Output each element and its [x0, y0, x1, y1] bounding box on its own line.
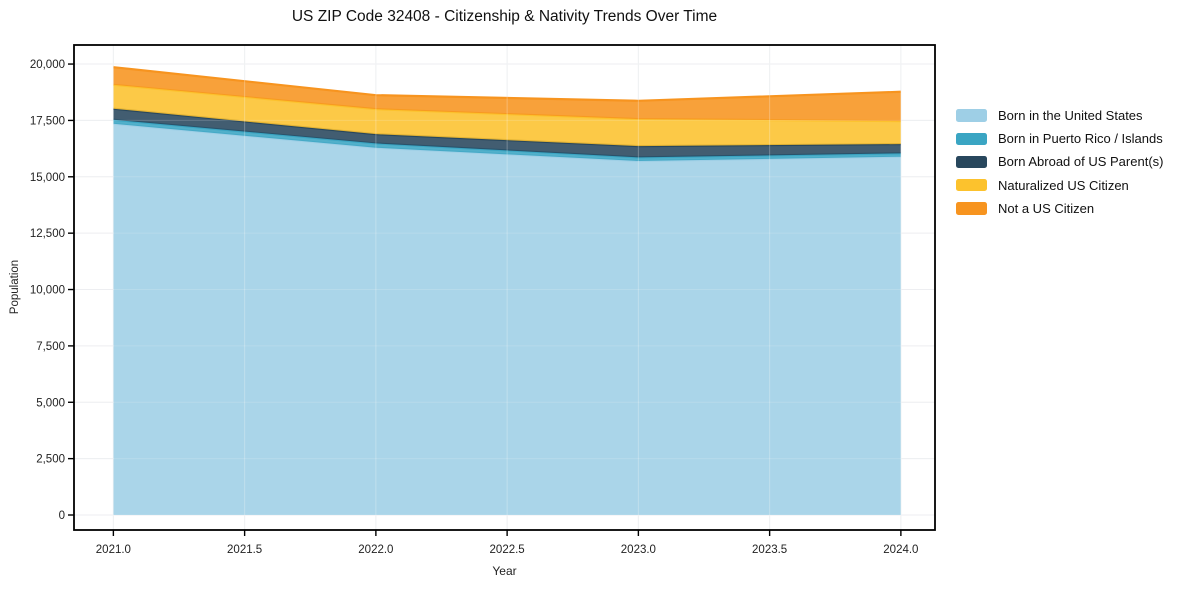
legend-swatch-icon [956, 178, 987, 192]
x-tick-label: 2024.0 [883, 544, 918, 556]
legend-swatch-icon [956, 155, 987, 169]
chart-title: US ZIP Code 32408 - Citizenship & Nativi… [291, 8, 718, 25]
x-tick-label: 2023.0 [621, 544, 656, 556]
y-tick-label: 0 [59, 510, 65, 522]
legend-swatch-icon [956, 202, 987, 215]
legend-item: Naturalized US Citizen [956, 174, 1163, 197]
legend-item-label: Born Abroad of US Parent(s) [998, 154, 1164, 170]
legend-item: Born in the United States [956, 104, 1163, 127]
y-tick-label: 7,500 [36, 341, 65, 353]
legend-swatch-icon [956, 132, 987, 146]
y-axis-label: Population [9, 259, 21, 315]
x-tick-label: 2022.0 [358, 544, 393, 556]
legend-item-label: Born in the United States [998, 108, 1143, 124]
legend: Born in the United States Born in Puerto… [956, 104, 1163, 220]
legend-item: Born in Puerto Rico / Islands [956, 127, 1163, 150]
area-not-a-us-citizen [113, 67, 901, 122]
area-born-in-the-united-states [113, 123, 901, 516]
y-tick-label: 15,000 [30, 172, 65, 184]
area-born-in-puerto-rico-islands [113, 119, 901, 162]
y-tick-label: 5,000 [36, 397, 65, 409]
x-tick-label: 2022.5 [490, 544, 525, 556]
area-naturalized-us-citizen [113, 84, 901, 147]
x-tick-label: 2023.5 [752, 544, 787, 556]
x-tick-label: 2021.5 [227, 544, 262, 556]
legend-item-label: Born in Puerto Rico / Islands [998, 131, 1163, 147]
legend-item: Born Abroad of US Parent(s) [956, 150, 1163, 173]
plot-border [73, 44, 936, 531]
y-tick-label: 10,000 [30, 285, 65, 297]
legend-swatch-icon [956, 109, 987, 122]
y-tick-label: 12,500 [30, 228, 65, 240]
legend-item-label: Not a US Citizen [998, 200, 1095, 216]
x-axis-label: Year [492, 564, 517, 578]
y-tick-label: 20,000 [30, 59, 65, 71]
line-not-a-us-citizen [113, 66, 901, 102]
y-tick-label: 17,500 [30, 115, 65, 127]
y-tick-label: 2,500 [36, 454, 65, 466]
x-tick-label: 2021.0 [96, 544, 131, 556]
legend-item-label: Naturalized US Citizen [998, 177, 1129, 193]
legend-item: Not a US Citizen [956, 197, 1163, 220]
area-born-abroad-of-us-parent-s- [113, 108, 901, 158]
